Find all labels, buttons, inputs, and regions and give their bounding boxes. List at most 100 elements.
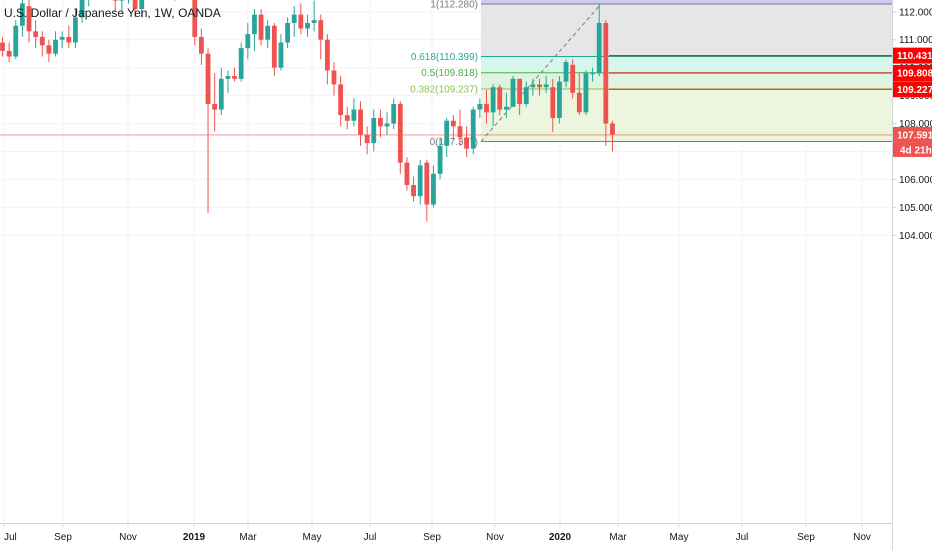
candle-body [543, 84, 549, 88]
fib-level-label: 0.5(109.818) [421, 68, 478, 79]
candle-body [39, 36, 45, 46]
candle-body [371, 117, 377, 144]
price-axis-label: 105.000 [899, 203, 932, 214]
price-tag-label: 109.808 [897, 69, 932, 80]
candle-body [596, 22, 602, 74]
candle-body [391, 103, 397, 124]
candle-body [397, 103, 403, 163]
candle-body [245, 34, 251, 49]
price-tags: 110.431 109.808 109.227 107.591 4d 21h [609, 47, 932, 157]
candle-body [258, 14, 264, 40]
candle-body [73, 17, 78, 43]
candle-body [603, 22, 609, 124]
candle-body [563, 62, 569, 82]
candle-body [590, 73, 595, 75]
candle-body [0, 42, 5, 51]
candle-body [557, 81, 562, 118]
time-axis-label: Jul [736, 532, 749, 543]
candle-body [119, 0, 125, 1]
price-tag-label: 107.591 [897, 130, 932, 141]
candle-body [225, 76, 231, 79]
price-tag [893, 65, 932, 82]
price-tag-label: 109.227 [897, 85, 932, 96]
symbol-title: U.S. Dollar / Japanese Yen, 1W, OANDA [4, 6, 221, 20]
candle-body [358, 109, 363, 135]
fib-level-label: 0.382(109.237) [410, 84, 478, 95]
countdown-tag [893, 142, 932, 157]
candle-body [59, 36, 65, 40]
price-tag-label: 110.431 [897, 51, 932, 62]
candle-body [132, 0, 138, 9]
fibonacci-retracement[interactable]: 1.618(115.322)1(112.280)0.618(110.399)0.… [410, 0, 892, 148]
candle-body [278, 42, 284, 68]
time-axis-label: Sep [423, 532, 441, 543]
candle-body [530, 84, 536, 88]
price-axis-label: 106.000 [899, 175, 932, 186]
time-axis-label: Jul [4, 532, 17, 543]
candle-body [238, 48, 244, 79]
fib-level-label: 1(112.280) [430, 0, 478, 10]
candle-body [457, 126, 463, 138]
candle-body [192, 0, 198, 37]
candle-body [66, 36, 72, 43]
candle-body [464, 137, 469, 149]
candle-body [33, 31, 39, 37]
candle-body [285, 22, 290, 43]
candle-body [199, 36, 204, 54]
candle-body [311, 20, 317, 23]
candle-body [305, 22, 310, 29]
candle-body [271, 25, 277, 68]
price-axis-label: 104.000 [899, 231, 932, 242]
candle-body [404, 162, 410, 185]
candle-body [576, 92, 582, 113]
price-tag [893, 47, 932, 64]
candle-body [550, 87, 556, 118]
candle-body [324, 39, 330, 71]
candle-body [232, 76, 237, 79]
time-axis-label: 2019 [183, 532, 206, 543]
candle-body [265, 25, 271, 40]
candle-body [424, 162, 430, 205]
time-axis-label: Sep [54, 532, 72, 543]
candle-body [318, 20, 324, 40]
candle-body [205, 53, 211, 104]
price-axis-label: 111.000 [899, 35, 932, 46]
candle-body [291, 14, 297, 23]
candle-body [6, 50, 12, 57]
candle-body [411, 184, 416, 197]
time-axis-label: Nov [853, 532, 871, 543]
fib-zone [481, 88, 892, 142]
candle-body [53, 39, 58, 54]
fib-level-label: 0.618(110.399) [411, 52, 478, 63]
candle-body [417, 165, 423, 197]
fib-zone [481, 56, 892, 73]
candle-body [477, 103, 483, 110]
candle-body [139, 0, 145, 9]
candle-body [510, 78, 516, 107]
candle-body [378, 117, 383, 127]
time-axis-label: Mar [609, 532, 627, 543]
time-axis-label: May [303, 532, 322, 543]
candle-body [444, 120, 450, 146]
candlestick-series [0, 0, 615, 222]
candle-body [537, 84, 542, 88]
candle-body [450, 120, 456, 127]
fib-trend-line [480, 3, 602, 142]
candle-body [570, 64, 576, 93]
candle-body [610, 123, 615, 135]
candle-body [437, 145, 443, 174]
candle-body [484, 103, 489, 113]
candle-body [112, 0, 118, 1]
candle-body [503, 106, 509, 110]
time-axis-label: 2020 [549, 532, 572, 543]
time-axis[interactable]: Jul Sep Nov 2019 Mar May Jul Sep Nov 2020 Mar May Ju… [0, 523, 892, 550]
price-tag [893, 81, 932, 98]
candle-body [497, 87, 503, 110]
candle-body [46, 45, 52, 54]
candle-body [13, 25, 19, 57]
price-tag [893, 126, 932, 143]
candle-body [351, 109, 357, 121]
countdown-label: 4d 21h [900, 145, 932, 156]
candle-body [470, 109, 476, 149]
